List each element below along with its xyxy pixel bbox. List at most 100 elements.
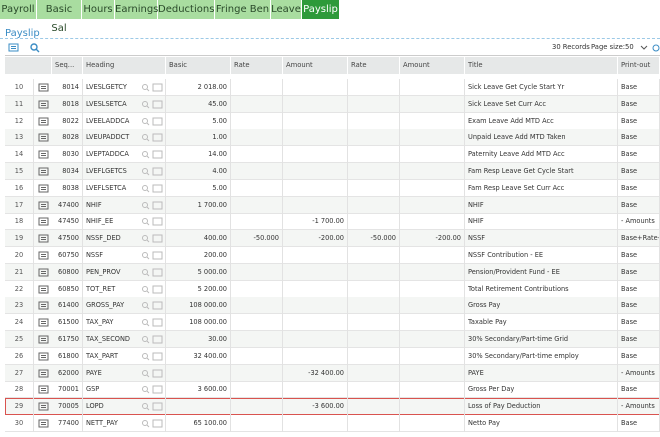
lookup-icons[interactable] xyxy=(141,368,165,380)
row-edit-icon[interactable] xyxy=(34,116,52,128)
row-edit-icon[interactable] xyxy=(34,418,52,430)
table-row[interactable] xyxy=(5,79,660,96)
lookup-icons[interactable] xyxy=(141,418,165,430)
row-edit-icon[interactable] xyxy=(34,384,52,396)
table-cell: 22 xyxy=(5,280,34,298)
row-edit-icon[interactable] xyxy=(34,300,52,312)
table-cell: 60850 xyxy=(52,280,83,298)
lookup-icons[interactable] xyxy=(141,250,165,262)
table-row[interactable] xyxy=(5,180,660,197)
lookup-icons[interactable] xyxy=(141,116,165,128)
table-cell: Unpaid Leave Add MTD Taken xyxy=(465,129,618,147)
row-edit-icon[interactable] xyxy=(34,132,52,144)
table-row[interactable] xyxy=(5,247,660,264)
table-cell xyxy=(400,163,465,180)
column-header[interactable]: Rate xyxy=(348,57,400,74)
lookup-icons[interactable] xyxy=(141,300,165,312)
column-header[interactable]: Seq... xyxy=(52,57,83,74)
table-row[interactable] xyxy=(5,263,660,281)
table-row[interactable] xyxy=(5,129,660,147)
table-cell: Sick Leave Get Cycle Start Yr xyxy=(465,79,618,96)
table-row[interactable] xyxy=(5,281,660,298)
lookup-handle xyxy=(146,323,150,327)
search-icon[interactable] xyxy=(30,43,38,51)
row-edit-icon[interactable] xyxy=(34,334,52,346)
lookup-icons[interactable] xyxy=(141,216,165,228)
lookup-icons[interactable] xyxy=(141,284,165,296)
tab[interactable]: Payslip xyxy=(302,0,340,19)
table-row[interactable] xyxy=(5,95,660,113)
lookup-icons[interactable] xyxy=(141,334,165,346)
tab[interactable]: Hours xyxy=(82,0,115,19)
row-edit-icon[interactable] xyxy=(34,149,52,161)
table-cell xyxy=(166,398,231,415)
lookup-icons[interactable] xyxy=(141,149,165,161)
tab[interactable]: Earnings xyxy=(115,0,158,19)
lookup-icons[interactable] xyxy=(141,317,165,329)
column-header[interactable]: Heading xyxy=(83,57,166,74)
tab[interactable]: Deductions xyxy=(158,0,215,19)
table-cell: 1 700.00 xyxy=(166,196,231,214)
row-edit-icon[interactable] xyxy=(34,250,52,262)
row-edit-icon[interactable] xyxy=(34,216,52,228)
row-edit-icon[interactable] xyxy=(34,233,52,245)
row-edit-icon[interactable] xyxy=(34,82,52,94)
table-row[interactable] xyxy=(5,230,660,248)
table-cell: 61400 xyxy=(52,297,83,315)
detail-icon xyxy=(152,184,163,193)
table-cell xyxy=(400,95,465,113)
table-row[interactable] xyxy=(5,381,660,399)
table-row[interactable] xyxy=(5,196,660,214)
table-cell: 11 xyxy=(5,95,34,113)
list-icon[interactable] xyxy=(8,43,19,52)
table-row[interactable] xyxy=(5,415,660,432)
column-header[interactable]: Rate xyxy=(231,57,283,74)
row-edit-icon[interactable] xyxy=(34,368,52,380)
row-edit-icon[interactable] xyxy=(34,317,52,329)
table-row[interactable] xyxy=(5,331,660,348)
lookup-icons[interactable] xyxy=(141,183,165,195)
lookup-icons[interactable] xyxy=(141,384,165,396)
settings-icon[interactable] xyxy=(652,44,660,52)
tab[interactable]: Fringe Ben xyxy=(215,0,271,19)
table-row[interactable] xyxy=(5,297,660,315)
table-row[interactable] xyxy=(5,213,660,231)
row-edit-icon[interactable] xyxy=(34,99,52,111)
table-row[interactable] xyxy=(5,163,660,180)
column-header[interactable]: Title xyxy=(465,57,618,74)
table-cell xyxy=(231,381,283,399)
dropdown-arrow[interactable] xyxy=(640,45,648,50)
table-row[interactable] xyxy=(5,314,660,332)
tab[interactable]: Payroll xyxy=(0,0,37,19)
lookup-icons[interactable] xyxy=(141,233,165,245)
lookup-icons[interactable] xyxy=(141,166,165,178)
lookup-icons[interactable] xyxy=(141,401,165,413)
lookup-icons[interactable] xyxy=(141,132,165,144)
column-header[interactable]: Amount xyxy=(400,57,465,74)
lookup-icons[interactable] xyxy=(141,82,165,94)
row-edit-icon[interactable] xyxy=(34,267,52,279)
table-cell: Base xyxy=(618,247,660,264)
lookup-icon xyxy=(142,268,148,275)
tab[interactable]: Leave xyxy=(271,0,302,19)
column-header[interactable]: Basic xyxy=(166,57,231,74)
lookup-icons[interactable] xyxy=(141,200,165,212)
column-header[interactable]: Amount xyxy=(283,57,348,74)
tab[interactable]: Basic Sal xyxy=(37,0,82,34)
row-edit-icon[interactable] xyxy=(34,200,52,212)
table-row[interactable] xyxy=(5,113,660,130)
row-edit-icon[interactable] xyxy=(34,183,52,195)
detail-icon xyxy=(152,100,163,109)
row-edit-icon[interactable] xyxy=(34,351,52,363)
table-row[interactable] xyxy=(5,364,660,382)
table-row[interactable] xyxy=(5,348,660,365)
lookup-icons[interactable] xyxy=(141,351,165,363)
column-header[interactable]: Print-out xyxy=(618,57,660,74)
row-edit-icon[interactable] xyxy=(34,166,52,178)
page-size-value[interactable]: 50 xyxy=(625,43,634,51)
row-edit-icon[interactable] xyxy=(34,401,52,413)
table-row[interactable] xyxy=(5,146,660,164)
row-edit-icon[interactable] xyxy=(34,284,52,296)
lookup-icons[interactable] xyxy=(141,267,165,279)
lookup-icons[interactable] xyxy=(141,99,165,111)
